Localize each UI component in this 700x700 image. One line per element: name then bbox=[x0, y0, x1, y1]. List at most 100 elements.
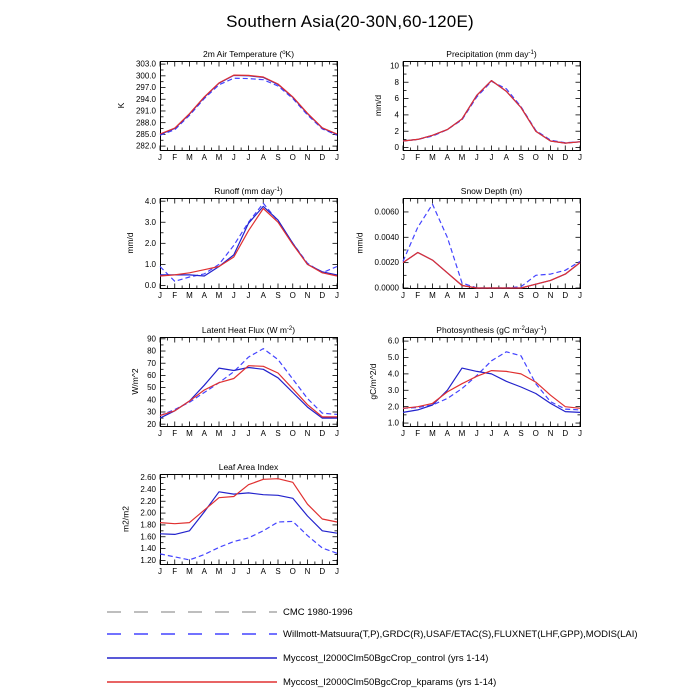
chart-title: Latent Heat Flux (W m-2) bbox=[202, 325, 295, 335]
x-tick-label: D bbox=[319, 429, 325, 438]
x-tick-label: A bbox=[261, 429, 267, 438]
x-tick-label: J bbox=[247, 153, 251, 162]
x-tick-label: N bbox=[305, 429, 311, 438]
x-tick-label: O bbox=[290, 567, 296, 576]
x-tick-label: J bbox=[578, 291, 582, 300]
series-control bbox=[159, 366, 337, 419]
x-tick-label: J bbox=[158, 567, 162, 576]
x-tick-label: N bbox=[305, 153, 311, 162]
series-obs bbox=[159, 348, 338, 417]
y-tick-label: 60 bbox=[147, 371, 156, 380]
y-axis-label: W/m^2 bbox=[130, 368, 140, 394]
x-tick-label: S bbox=[518, 153, 523, 162]
x-tick-label: J bbox=[335, 429, 339, 438]
x-tick-label: J bbox=[232, 567, 236, 576]
chart-title: Leaf Area Index bbox=[219, 462, 279, 472]
y-tick-label: 1.20 bbox=[140, 556, 156, 565]
y-axis-label: mm/d bbox=[125, 232, 135, 254]
y-tick-label: 294.0 bbox=[136, 95, 157, 104]
x-tick-label: J bbox=[401, 153, 405, 162]
chart-title: Snow Depth (m) bbox=[461, 186, 523, 196]
x-tick-label: J bbox=[335, 291, 339, 300]
y-tick-label: 50 bbox=[147, 383, 156, 392]
y-tick-label: 0.0040 bbox=[375, 233, 400, 242]
axis-ticks bbox=[159, 474, 338, 565]
x-tick-label: S bbox=[275, 153, 280, 162]
series-kparams bbox=[402, 251, 581, 289]
x-tick-label: J bbox=[490, 291, 494, 300]
y-axis-label: mm/d bbox=[354, 232, 364, 254]
x-tick-label: J bbox=[578, 153, 582, 162]
x-tick-label: S bbox=[275, 291, 280, 300]
x-tick-label: A bbox=[261, 567, 267, 576]
series-control bbox=[159, 74, 338, 135]
y-tick-label: 4.0 bbox=[388, 369, 400, 378]
x-tick-label: O bbox=[533, 291, 539, 300]
x-tick-label: J bbox=[232, 429, 236, 438]
x-tick-label: S bbox=[518, 429, 523, 438]
x-tick-label: F bbox=[415, 429, 420, 438]
photosynthesis-chart: 1.02.03.04.05.06.0J F M A M J J A S O N D JPhotosynt… bbox=[368, 325, 582, 438]
y-tick-label: 0.0000 bbox=[375, 284, 400, 293]
x-tick-label: A bbox=[202, 567, 208, 576]
y-tick-label: 6.0 bbox=[388, 337, 400, 346]
x-tick-label: J bbox=[158, 429, 162, 438]
x-tick-label: O bbox=[290, 291, 296, 300]
y-axis-label: gC/m^2/d bbox=[368, 363, 378, 399]
x-tick-label: N bbox=[548, 153, 554, 162]
plot-frame bbox=[403, 337, 581, 427]
y-tick-label: 10 bbox=[390, 61, 399, 70]
x-tick-label: O bbox=[533, 153, 539, 162]
y-tick-label: 5.0 bbox=[388, 353, 400, 362]
y-tick-label: 4 bbox=[395, 110, 400, 119]
x-tick-label: M bbox=[216, 153, 223, 162]
x-tick-label: F bbox=[172, 567, 177, 576]
legend-label-cmc: CMC 1980-1996 bbox=[283, 606, 353, 618]
y-tick-label: 303.0 bbox=[136, 60, 157, 69]
x-tick-label: M bbox=[216, 567, 223, 576]
x-tick-label: J bbox=[232, 153, 236, 162]
x-tick-label: J bbox=[158, 291, 162, 300]
x-tick-label: A bbox=[261, 153, 267, 162]
series-kparams bbox=[402, 370, 581, 409]
x-tick-label: M bbox=[216, 291, 223, 300]
y-tick-label: 2.0 bbox=[388, 402, 400, 411]
x-tick-label: M bbox=[186, 291, 193, 300]
x-tick-label: O bbox=[533, 429, 539, 438]
plot-frame bbox=[160, 337, 338, 427]
y-axis-label: K bbox=[116, 102, 126, 108]
page-title: Southern Asia(20-30N,60-120E) bbox=[226, 12, 474, 31]
x-tick-label: J bbox=[475, 429, 479, 438]
x-tick-label: M bbox=[186, 429, 193, 438]
x-tick-label: J bbox=[490, 429, 494, 438]
x-tick-label: J bbox=[401, 429, 405, 438]
x-tick-label: O bbox=[290, 153, 296, 162]
series-kparams bbox=[159, 74, 338, 135]
x-tick-label: D bbox=[562, 429, 568, 438]
y-tick-label: 2.0 bbox=[145, 239, 157, 248]
y-tick-label: 1.0 bbox=[388, 419, 400, 428]
x-tick-label: M bbox=[186, 153, 193, 162]
x-tick-label: J bbox=[401, 291, 405, 300]
x-tick-label: D bbox=[562, 291, 568, 300]
x-tick-label: N bbox=[548, 429, 554, 438]
x-tick-label: D bbox=[319, 567, 325, 576]
x-tick-label: J bbox=[247, 429, 251, 438]
control-line-swatch bbox=[107, 657, 277, 659]
x-tick-label: M bbox=[429, 153, 436, 162]
legend-label-obs: Willmott-Matsuura(T,P),GRDC(R),USAF/ETAC… bbox=[283, 628, 638, 640]
plot-frame bbox=[403, 198, 581, 289]
legend-item-control: Myccost_I2000Clm50BgcCrop_control (yrs 1… bbox=[107, 650, 488, 666]
x-tick-label: O bbox=[290, 429, 296, 438]
plot-frame bbox=[403, 61, 581, 151]
x-tick-label: D bbox=[319, 153, 325, 162]
y-tick-label: 282.0 bbox=[136, 142, 157, 151]
y-tick-label: 2.20 bbox=[140, 497, 156, 506]
x-tick-label: S bbox=[518, 291, 523, 300]
y-tick-label: 0.0060 bbox=[375, 208, 400, 217]
x-tick-label: M bbox=[429, 291, 436, 300]
series-obs bbox=[159, 77, 338, 136]
x-tick-label: J bbox=[578, 429, 582, 438]
x-tick-label: J bbox=[247, 567, 251, 576]
